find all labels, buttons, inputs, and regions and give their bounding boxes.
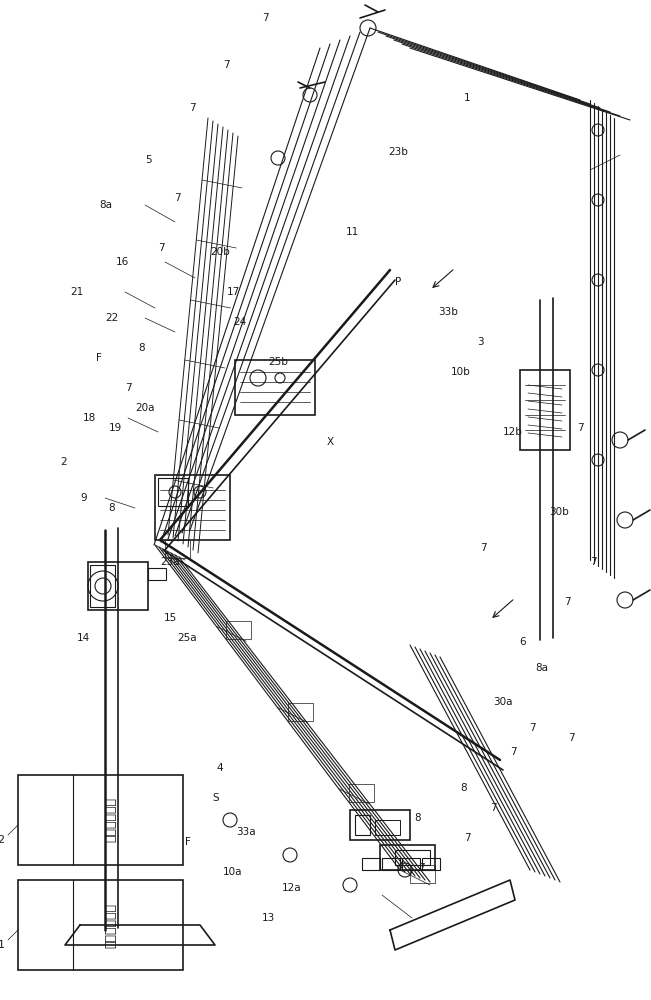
Text: 6: 6 [519, 637, 525, 647]
Text: X: X [327, 437, 334, 447]
Text: 22: 22 [105, 313, 118, 323]
Text: 24: 24 [233, 317, 246, 327]
Text: 7: 7 [568, 733, 575, 743]
Text: 21: 21 [70, 287, 83, 297]
Text: 7: 7 [223, 60, 230, 70]
Bar [520, 370, 570, 450]
Bar [88, 562, 148, 610]
Text: 8: 8 [460, 783, 467, 793]
Bar [165, 540, 190, 558]
Text: 23b: 23b [389, 147, 408, 157]
Text: 19: 19 [109, 423, 122, 433]
Bar [155, 475, 230, 540]
Text: 15: 15 [164, 613, 177, 623]
Text: 7: 7 [126, 383, 132, 393]
Text: 17: 17 [227, 287, 240, 297]
Text: 8a: 8a [535, 663, 548, 673]
Text: 30b: 30b [549, 507, 568, 517]
Text: 23a: 23a [161, 557, 180, 567]
Text: F: F [184, 837, 191, 847]
Bar [395, 850, 430, 865]
Bar [362, 858, 380, 870]
Bar [422, 858, 440, 870]
Text: 31: 31 [0, 940, 5, 950]
Bar [288, 702, 312, 720]
Bar [18, 880, 183, 970]
Bar [382, 858, 400, 870]
Text: 30a: 30a [493, 697, 512, 707]
Text: 7: 7 [590, 557, 597, 567]
Text: 2: 2 [61, 457, 67, 467]
Text: 7: 7 [158, 243, 165, 253]
Text: 7: 7 [189, 103, 195, 113]
Text: 7: 7 [490, 803, 497, 813]
Bar [375, 820, 400, 835]
Text: 7: 7 [529, 723, 536, 733]
Bar [235, 360, 315, 415]
Text: 辊位置设定部: 辊位置设定部 [104, 798, 117, 842]
Text: 7: 7 [419, 863, 425, 873]
Bar [227, 621, 251, 639]
Text: 7: 7 [577, 423, 584, 433]
Text: 20b: 20b [210, 247, 230, 257]
Text: 8: 8 [139, 343, 145, 353]
Text: S: S [213, 793, 219, 803]
Text: 12b: 12b [503, 427, 523, 437]
Bar [90, 565, 115, 607]
Text: 7: 7 [262, 13, 269, 23]
Text: 20a: 20a [135, 403, 154, 413]
Text: 10a: 10a [223, 867, 243, 877]
Text: F: F [96, 353, 102, 363]
Text: 7: 7 [480, 543, 486, 553]
Bar [148, 568, 166, 580]
Text: 9: 9 [80, 493, 87, 503]
Bar [18, 775, 183, 865]
Text: 5: 5 [145, 155, 152, 165]
Text: 11: 11 [346, 227, 359, 237]
Text: 14: 14 [77, 633, 90, 643]
Text: 32: 32 [0, 835, 5, 845]
Bar [410, 865, 435, 883]
Text: 7: 7 [464, 833, 471, 843]
Text: 33a: 33a [236, 827, 256, 837]
Text: 1: 1 [464, 93, 471, 103]
Text: 10b: 10b [451, 367, 471, 377]
Text: 3: 3 [477, 337, 484, 347]
Bar [380, 845, 435, 870]
Text: 7: 7 [174, 193, 180, 203]
Bar [158, 478, 188, 506]
Bar [402, 858, 420, 870]
Text: 16: 16 [116, 257, 129, 267]
Text: 25a: 25a [178, 633, 197, 643]
Text: 33b: 33b [438, 307, 458, 317]
Text: 8: 8 [109, 503, 115, 513]
Text: 18: 18 [83, 413, 96, 423]
Text: 25b: 25b [269, 357, 288, 367]
Bar [355, 815, 370, 835]
Text: P: P [395, 277, 402, 287]
Text: 4: 4 [217, 763, 223, 773]
Text: 8: 8 [415, 813, 421, 823]
Text: 12a: 12a [282, 883, 301, 893]
Text: 13: 13 [262, 913, 275, 923]
Text: 8a: 8a [99, 200, 112, 210]
Bar [350, 810, 410, 840]
Text: 辊转速监视部: 辊转速监视部 [104, 902, 117, 948]
Bar [349, 784, 374, 802]
Text: 7: 7 [564, 597, 571, 607]
Text: 7: 7 [510, 747, 516, 757]
